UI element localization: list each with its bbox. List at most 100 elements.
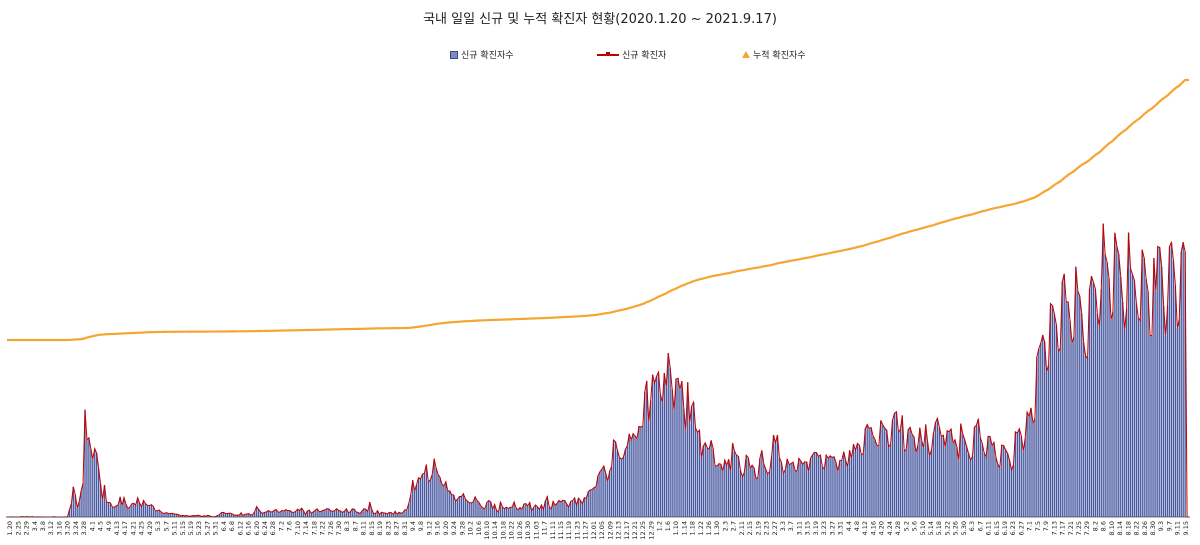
x-tick-label: 3.11 (795, 521, 803, 535)
bar (1106, 262, 1108, 517)
bar (889, 444, 892, 517)
x-tick-label: 9.15 (1182, 521, 1190, 535)
bar (677, 378, 679, 517)
bar (782, 473, 784, 517)
x-tick-label: 8.6 (1100, 521, 1108, 531)
x-tick-label: 4.4 (845, 521, 853, 531)
bar (480, 506, 482, 517)
bar (497, 511, 500, 517)
legend-label-line: 신규 확진자 (622, 51, 667, 61)
bar (747, 457, 749, 517)
bar (628, 433, 630, 517)
bar (1028, 416, 1030, 517)
bar (376, 510, 379, 517)
bar (983, 452, 985, 517)
x-tick-label: 3.4 (31, 521, 39, 531)
bar (441, 484, 443, 517)
bar (845, 460, 847, 517)
bar (333, 510, 336, 517)
bar (1141, 249, 1143, 517)
bar (829, 455, 831, 517)
bar (880, 420, 882, 517)
bar (634, 435, 636, 517)
bar (1112, 311, 1114, 517)
bar (115, 505, 117, 517)
bar (281, 510, 283, 517)
bar (382, 512, 385, 517)
bar (1159, 247, 1161, 518)
bar (394, 511, 396, 517)
bar (349, 511, 351, 517)
x-tick-label: 7.6 (286, 521, 294, 531)
x-tick-label: 10.10 (483, 521, 491, 540)
bar (995, 457, 997, 517)
x-tick-label: 8.19 (376, 521, 384, 535)
bar (1077, 291, 1079, 517)
bar (688, 422, 691, 517)
bar (653, 383, 656, 517)
x-tick-label: 12.01 (590, 521, 598, 540)
bar (755, 478, 757, 517)
bar (989, 436, 991, 517)
x-tick-label: 2.15 (746, 521, 754, 535)
bar (917, 445, 919, 517)
x-tick-label: 5.27 (203, 521, 211, 535)
x-tick-label: 3.19 (812, 521, 820, 535)
x-tick-label: 7.13 (1050, 521, 1058, 535)
bar (1125, 308, 1128, 517)
x-tick-label: 7.1 (1026, 521, 1034, 531)
bar (1104, 254, 1106, 517)
bar (181, 515, 184, 517)
bar (1075, 266, 1077, 517)
x-tick-label: 5.14 (927, 521, 935, 535)
bar (1004, 450, 1007, 517)
bar (1059, 348, 1061, 517)
bar (1040, 343, 1042, 517)
bar (154, 510, 156, 517)
bar (400, 513, 402, 517)
bar (595, 486, 597, 517)
x-tick-label: 12.05 (598, 521, 606, 540)
bar (560, 501, 562, 517)
bar (94, 448, 96, 517)
bar (1022, 450, 1024, 517)
bar (973, 427, 976, 517)
x-tick-label: 3.23 (820, 521, 828, 535)
bar (811, 454, 814, 517)
bar (529, 502, 531, 517)
x-tick-label: 1.30 (713, 521, 721, 535)
bar (252, 514, 254, 517)
bar (472, 502, 474, 517)
bar (772, 434, 775, 517)
bar (248, 513, 250, 517)
bar (884, 428, 886, 517)
bar (663, 373, 666, 517)
bar (99, 484, 102, 517)
bar (792, 462, 794, 517)
bar (1094, 288, 1097, 517)
x-tick-label: 11.23 (573, 521, 581, 540)
bar (113, 507, 115, 517)
bar (220, 512, 223, 517)
x-tick-label: 1.6 (664, 521, 672, 531)
bar (415, 484, 418, 517)
bar (486, 502, 488, 517)
x-tick-label: 7.14 (302, 521, 310, 535)
bar (977, 418, 980, 517)
bar (583, 497, 586, 517)
x-tick-label: 6.19 (1001, 521, 1009, 535)
bar (1069, 320, 1071, 517)
bar (809, 458, 812, 517)
bar (117, 504, 119, 517)
bar (273, 510, 275, 517)
x-tick-label: 9.28 (458, 521, 466, 535)
bar (679, 389, 681, 517)
bar (901, 415, 903, 517)
bar (763, 463, 765, 517)
bar (788, 464, 790, 517)
bar (558, 500, 560, 517)
bar (765, 469, 767, 517)
x-tick-label: 5.22 (943, 521, 951, 535)
x-tick-label: 3.20 (64, 521, 72, 535)
x-tick-label: 7.30 (335, 521, 343, 535)
